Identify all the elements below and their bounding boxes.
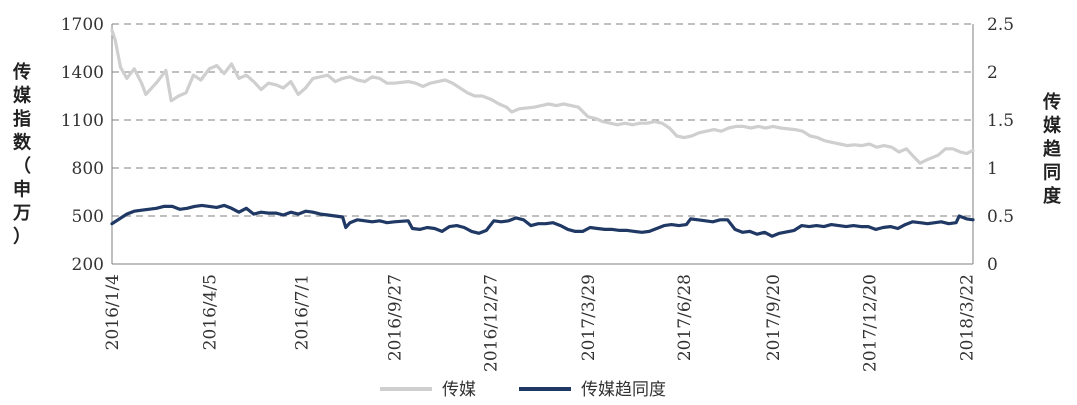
x-tick-label: 2016/12/27 (482, 274, 502, 372)
y-right-tick-label: 2 (987, 63, 998, 83)
y-left-tick-label: 1400 (61, 63, 104, 83)
x-tick-label: 2017/12/20 (860, 274, 880, 372)
y-left-tick-label: 200 (72, 255, 104, 275)
x-tick-label: 2016/7/1 (292, 274, 312, 350)
y-right-tick-label: 0.5 (987, 207, 1014, 227)
y-left-tick-label: 1100 (61, 111, 104, 131)
series-line (110, 28, 975, 165)
y-axis-right-title: 传媒趋同度 (1042, 91, 1062, 207)
legend: 传媒 传媒趋同度 (380, 380, 666, 400)
y-left-tick-label: 800 (72, 159, 104, 179)
y-right-tick-label: 1.5 (987, 111, 1014, 131)
y-axis-left-title: 传媒指数（申万） (12, 61, 32, 248)
y-left-tick-label: 1700 (61, 15, 104, 35)
series-line (110, 203, 975, 238)
x-tick-label: 2016/4/5 (200, 274, 220, 350)
x-tick-label: 2018/3/22 (958, 274, 978, 361)
x-tick-label: 2016/1/4 (103, 274, 123, 350)
legend-label-convergence: 传媒趋同度 (581, 380, 666, 400)
y-right-tick-label: 1 (987, 159, 998, 179)
x-tick-label: 2017/3/29 (579, 274, 599, 361)
legend-label-media: 传媒 (442, 380, 476, 400)
tick-labels: 200 500 800 1100 1400 1700 0 0.5 1 1.5 2 2.5 2016/1/… (61, 15, 1014, 372)
x-tick-label: 2017/6/28 (675, 274, 695, 361)
x-tick-label: 2016/9/27 (385, 274, 405, 361)
x-tick-label: 2017/9/20 (764, 274, 784, 361)
series-lines (110, 28, 975, 238)
y-right-tick-label: 0 (987, 255, 998, 275)
y-right-tick-label: 2.5 (987, 15, 1014, 35)
grid-lines (112, 23, 973, 217)
y-left-tick-label: 500 (72, 207, 104, 227)
